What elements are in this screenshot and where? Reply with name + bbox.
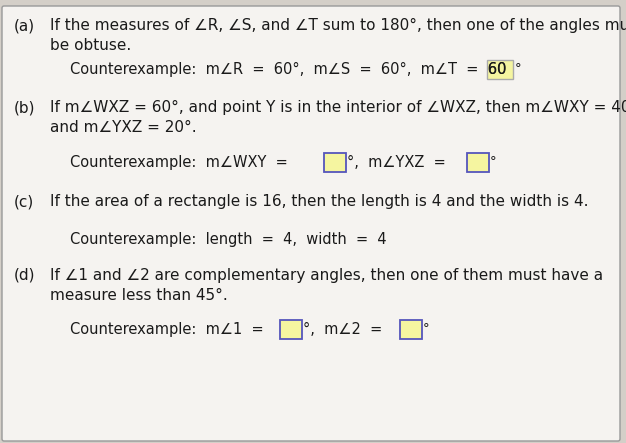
Text: (d): (d) — [14, 268, 36, 283]
Text: °: ° — [515, 62, 521, 75]
Text: and m∠YXZ = 20°.: and m∠YXZ = 20°. — [50, 120, 197, 135]
Text: (a): (a) — [14, 18, 35, 33]
Text: measure less than 45°.: measure less than 45°. — [50, 288, 228, 303]
Text: (c): (c) — [14, 194, 34, 209]
Bar — [280, 320, 302, 339]
Text: °,  m∠YXZ  =: °, m∠YXZ = — [347, 155, 455, 170]
Bar — [324, 153, 346, 172]
Text: (b): (b) — [14, 100, 36, 115]
Bar — [400, 320, 422, 339]
Text: If the area of a rectangle is 16, then the length is 4 and the width is 4.: If the area of a rectangle is 16, then t… — [50, 194, 588, 209]
Text: Counterexample:  m∠1  =: Counterexample: m∠1 = — [70, 322, 273, 337]
Text: 60: 60 — [488, 62, 506, 77]
FancyBboxPatch shape — [2, 6, 620, 441]
Text: Counterexample:  m∠R  =  60°,  m∠S  =  60°,  m∠T  =  60: Counterexample: m∠R = 60°, m∠S = 60°, m∠… — [70, 62, 506, 77]
Text: be obtuse.: be obtuse. — [50, 38, 131, 53]
Text: If the measures of ∠R, ∠S, and ∠T sum to 180°, then one of the angles must: If the measures of ∠R, ∠S, and ∠T sum to… — [50, 18, 626, 33]
Bar — [467, 153, 489, 172]
Text: If ∠1 and ∠2 are complementary angles, then one of them must have a: If ∠1 and ∠2 are complementary angles, t… — [50, 268, 603, 283]
Text: Counterexample:  m∠WXY  =: Counterexample: m∠WXY = — [70, 155, 297, 170]
Text: If m∠WXZ = 60°, and point Y is in the interior of ∠WXZ, then m∠WXY = 40°: If m∠WXZ = 60°, and point Y is in the in… — [50, 100, 626, 115]
Text: °: ° — [423, 322, 429, 335]
Text: Counterexample:  length  =  4,  width  =  4: Counterexample: length = 4, width = 4 — [70, 232, 387, 247]
Text: °,  m∠2  =: °, m∠2 = — [303, 322, 391, 337]
Text: °: ° — [490, 155, 496, 168]
Bar — [487, 60, 513, 79]
